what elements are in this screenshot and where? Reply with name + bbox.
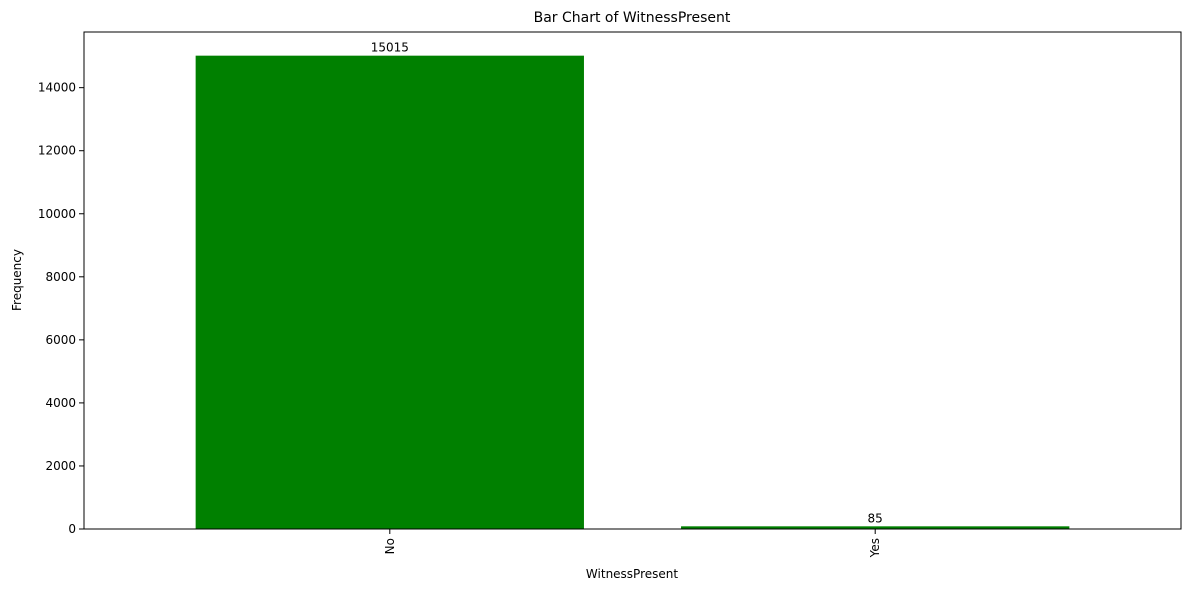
bars-group: [195, 55, 1070, 530]
y-tick-label-14000: 14000: [38, 81, 76, 95]
bar-yes: [681, 526, 1070, 529]
y-tick-label-6000: 6000: [45, 333, 76, 347]
y-tick-label-10000: 10000: [38, 207, 76, 221]
x-tick-label-no: No: [383, 538, 397, 554]
chart-title: Bar Chart of WitnessPresent: [534, 10, 731, 26]
bar-labels-group: 15015 85: [371, 41, 883, 526]
plot-frame: [83, 31, 1182, 530]
bar-no: [195, 55, 584, 530]
y-tick-label-8000: 8000: [45, 270, 76, 284]
y-tick-label-0: 0: [68, 522, 76, 536]
x-tick-label-yes: Yes: [868, 538, 882, 558]
y-axis-label: Frequency: [10, 249, 24, 311]
y-tick-label-2000: 2000: [45, 459, 76, 473]
x-axis-ticks: No Yes: [383, 529, 882, 558]
bar-value-label-no: 15015: [371, 41, 409, 55]
y-tick-label-12000: 12000: [38, 144, 76, 158]
x-axis-label: WitnessPresent: [586, 567, 678, 581]
bar-value-label-yes: 85: [868, 511, 883, 525]
y-axis-ticks: 0 2000 4000 6000 8000 10000 12000 14000: [38, 81, 84, 536]
y-tick-label-4000: 4000: [45, 396, 76, 410]
